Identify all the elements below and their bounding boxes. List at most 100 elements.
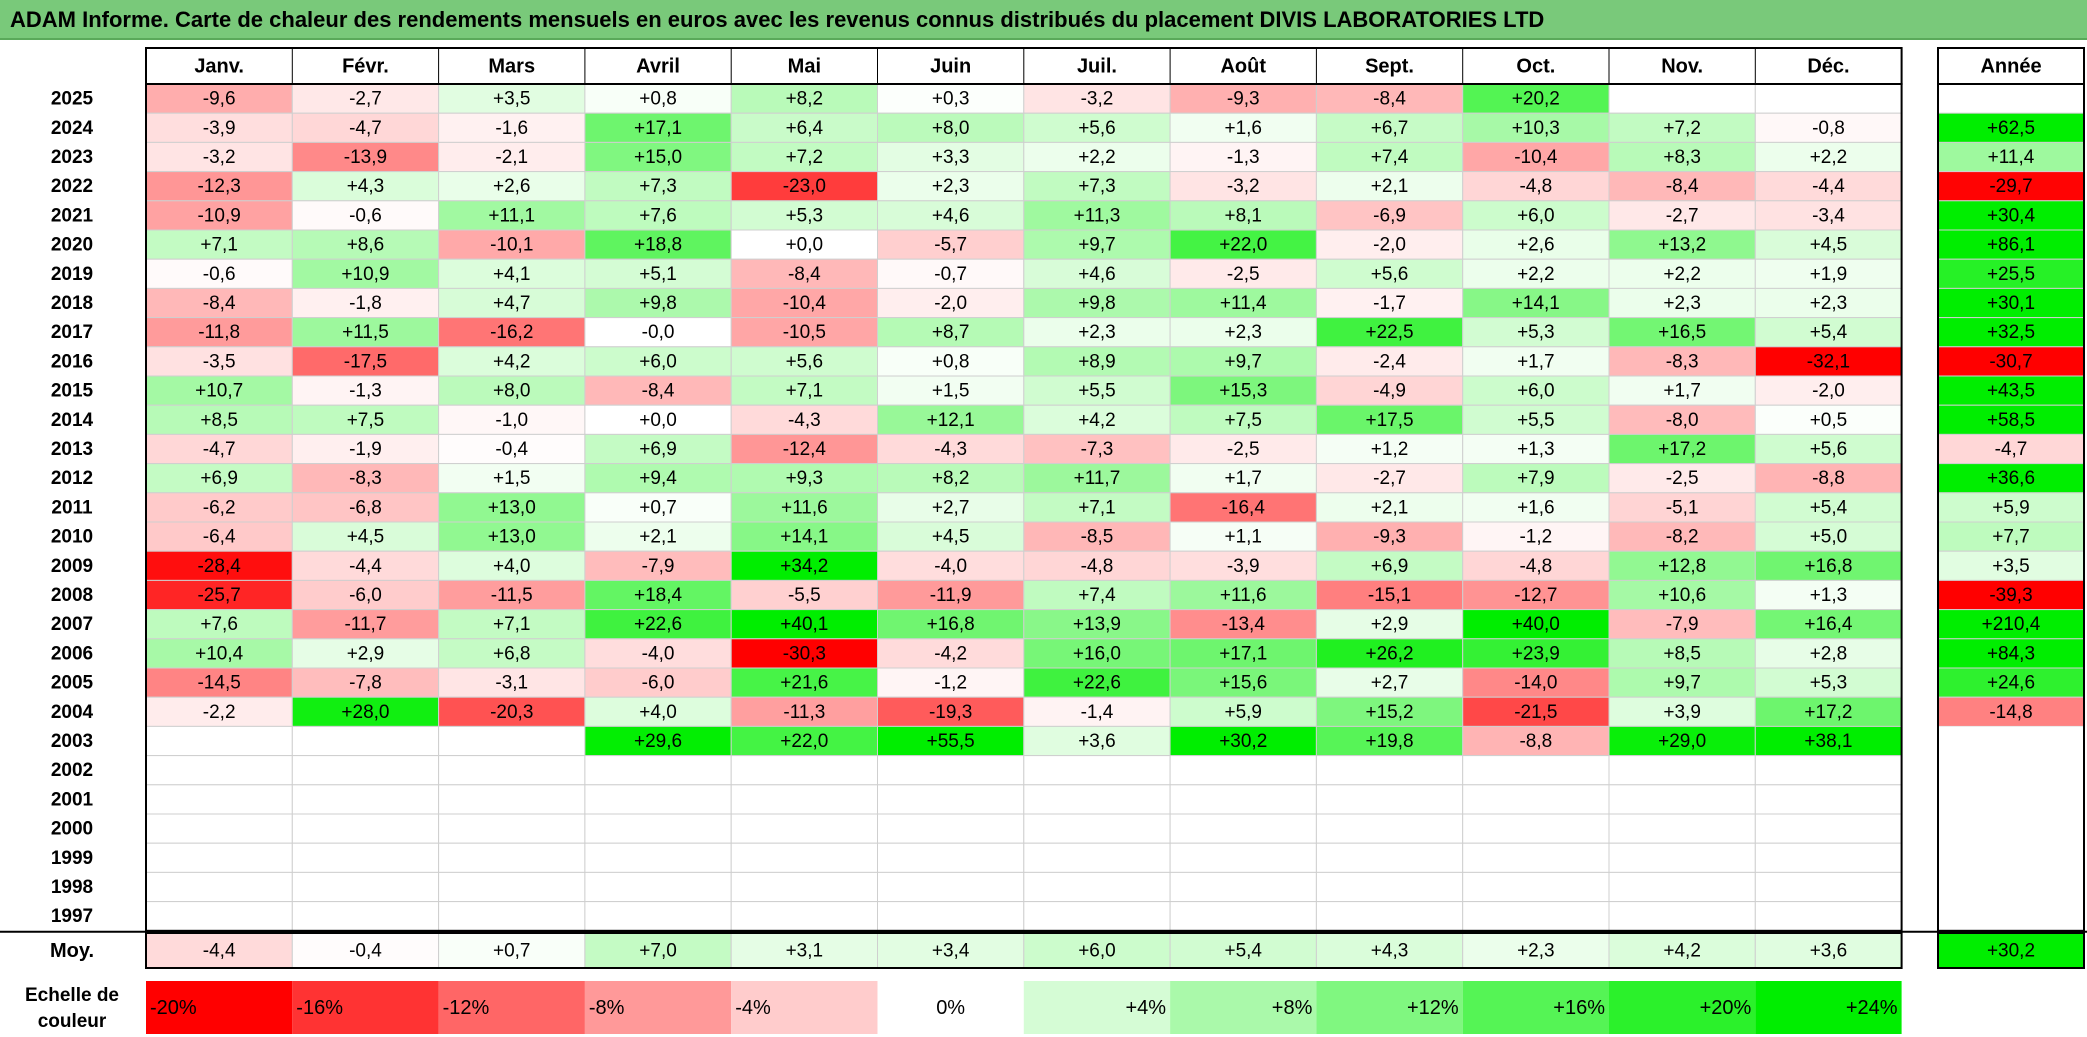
heatmap-value-2003-4: +22,0	[780, 731, 828, 752]
heatmap-cell-2015-1	[291, 375, 440, 406]
heatmap-value-2007-7: -13,4	[1222, 614, 1266, 635]
heatmap-value-2025-8: -8,4	[1373, 89, 1406, 110]
heatmap-cell-2001-5	[877, 784, 1025, 815]
heatmap-value-2016-5: +0,8	[932, 351, 970, 372]
annual-cell-1998	[1938, 872, 2084, 902]
heatmap-cell-2001-2	[438, 784, 586, 815]
heatmap-value-2007-5: +16,8	[927, 614, 975, 635]
heatmap-value-2011-1: -6,8	[349, 497, 382, 518]
annual-cell-2007	[1937, 609, 2085, 640]
heatmap-cell-2009-10	[1608, 550, 1756, 581]
heatmap-value-2010-4: +14,1	[780, 527, 828, 548]
heatmap-cell-2016-11	[1754, 346, 1903, 377]
scale-stop-11: +24%	[1846, 997, 1898, 1019]
heatmap-value-2022-9: -4,8	[1519, 176, 1552, 197]
year-label-2010: 2010	[51, 527, 93, 548]
heatmap-value-2012-11: -8,8	[1812, 468, 1845, 489]
heatmap-value-2015-9: +6,0	[1517, 381, 1555, 402]
heatmap-value-2013-4: -12,4	[783, 439, 827, 460]
heatmap-value-2005-6: +22,6	[1073, 673, 1121, 694]
heatmap-cell-2021-10	[1608, 200, 1756, 231]
heatmap-value-2018-11: +2,3	[1810, 293, 1848, 314]
heatmap-cell-2003-10	[1608, 725, 1756, 757]
annual-value-2023: +11,4	[1988, 147, 2035, 168]
heatmap-cell-2019-2	[438, 258, 586, 289]
heatmap-cell-2000-11	[1754, 813, 1903, 844]
heatmap-cell-2023-10	[1608, 141, 1756, 173]
heatmap-cell-2022-0	[145, 171, 293, 202]
year-label-2023: 2023	[51, 147, 93, 168]
heatmap-cell-2019-0	[145, 258, 293, 289]
heatmap-cell-2014-2	[438, 404, 586, 435]
heatmap-cell-1997-11	[1754, 901, 1903, 932]
heatmap-value-2019-6: +4,6	[1078, 264, 1116, 285]
heatmap-value-2014-3: +0,0	[639, 410, 677, 431]
heatmap-cell-2001-11	[1754, 784, 1903, 815]
heatmap-cell-2022-6	[1023, 171, 1171, 202]
heatmap-cell-2019-9	[1462, 258, 1610, 289]
heatmap-value-2010-8: -9,3	[1373, 527, 1406, 548]
annual-value-2024: +62,5	[1987, 118, 2035, 139]
heatmap-cell-2011-10	[1608, 492, 1756, 523]
heatmap-value-2003-10: +29,0	[1658, 731, 1706, 752]
heatmap-value-2022-1: +4,3	[347, 176, 385, 197]
scale-stop-1: -16%	[296, 997, 343, 1019]
average-cell-11	[1754, 932, 1903, 969]
heatmap-value-2018-4: -10,4	[783, 293, 827, 314]
heatmap-value-2022-4: -23,0	[783, 176, 826, 197]
heatmap-value-2003-7: +30,2	[1219, 731, 1267, 752]
annual-value-2008: -39,3	[1989, 585, 2032, 606]
heatmap-value-2010-0: -6,4	[203, 527, 236, 548]
heatmap-value-2024-11: -0,8	[1812, 118, 1845, 139]
heatmap-value-2017-8: +22,5	[1366, 322, 1414, 343]
heatmap-value-2018-9: +14,1	[1512, 293, 1560, 314]
heatmap-cell-2007-11	[1754, 609, 1903, 640]
heatmap-cell-2013-2	[438, 433, 586, 465]
heatmap-cell-2013-3	[584, 433, 732, 465]
heatmap-value-2011-4: +11,6	[781, 497, 828, 518]
average-value-3: +7,0	[639, 941, 677, 962]
average-cell-10	[1608, 932, 1756, 969]
heatmap-cell-2001-3	[584, 784, 732, 815]
heatmap-cell-2002-9	[1462, 755, 1610, 786]
heatmap-cell-2017-8	[1315, 317, 1464, 348]
heatmap-cell-2014-8	[1315, 404, 1464, 435]
annual-header: Année	[1980, 55, 2041, 77]
heatmap-value-2020-6: +9,7	[1078, 235, 1116, 256]
heatmap-value-2021-2: +11,1	[488, 205, 535, 226]
heatmap-cell-2012-4	[730, 463, 879, 494]
heatmap-value-2014-6: +4,2	[1078, 410, 1116, 431]
heatmap-cell-1997-8	[1315, 901, 1464, 932]
heatmap-cell-2002-0	[145, 755, 293, 786]
heatmap-cell-2004-4	[730, 696, 879, 727]
heatmap-value-2004-3: +4,0	[639, 702, 677, 723]
scale-swatch-5	[877, 981, 1024, 1034]
heatmap-value-2017-4: -10,5	[783, 322, 826, 343]
heatmap-value-2020-3: +18,8	[634, 235, 682, 256]
heatmap-cell-1999-6	[1023, 842, 1171, 873]
heatmap-value-2008-4: -5,5	[788, 585, 821, 606]
heatmap-cell-2002-6	[1023, 755, 1171, 786]
annual-cell-2000	[1938, 814, 2084, 844]
heatmap-value-2025-1: -2,7	[349, 89, 382, 110]
heatmap-value-2017-5: +8,7	[932, 322, 970, 343]
chart-title: ADAM Informe. Carte de chaleur des rende…	[10, 7, 1545, 32]
heatmap-value-2012-8: -2,7	[1373, 468, 1406, 489]
heatmap-value-2015-0: +10,7	[195, 381, 243, 402]
heatmap-value-2004-4: -11,3	[783, 702, 825, 723]
heatmap-value-2014-7: +7,5	[1224, 410, 1262, 431]
heatmap-value-2009-3: -7,9	[642, 556, 675, 577]
scale-stop-9: +16%	[1553, 997, 1605, 1019]
heatmap-cell-2002-5	[877, 755, 1025, 786]
heatmap-cell-2025-3	[584, 83, 732, 114]
heatmap-cell-2001-0	[145, 784, 293, 815]
heatmap-value-2008-0: -25,7	[197, 585, 240, 606]
heatmap-cell-2002-3	[584, 755, 732, 786]
month-header-7: Août	[1220, 55, 1266, 77]
heatmap-cell-2025-9	[1462, 83, 1610, 114]
heatmap-cell-1997-2	[438, 901, 586, 932]
heatmap-cell-2007-8	[1315, 609, 1464, 640]
heatmap-value-2023-8: +7,4	[1371, 147, 1409, 168]
heatmap-value-2014-4: -4,3	[788, 410, 821, 431]
heatmap-cell-2008-4	[730, 579, 879, 611]
